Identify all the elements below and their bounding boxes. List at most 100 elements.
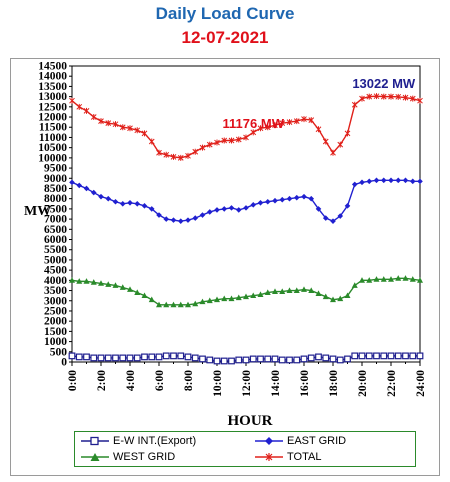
data-point-3	[402, 94, 409, 101]
data-point-0	[351, 352, 359, 360]
data-point-2	[228, 295, 235, 302]
data-point-1	[235, 207, 242, 213]
legend-item-total: TOTAL	[255, 449, 321, 465]
data-point-0	[264, 355, 272, 363]
data-point-3	[112, 121, 119, 128]
data-point-0	[184, 353, 192, 361]
legend-swatch-west-grid	[81, 453, 109, 461]
data-point-0	[365, 352, 373, 360]
chart-title: Daily Load Curve	[155, 4, 295, 23]
data-point-0	[235, 356, 243, 364]
data-point-0	[104, 354, 112, 362]
y-tick-label: 5000	[44, 254, 67, 266]
data-point-2	[344, 292, 351, 299]
data-point-0	[75, 353, 83, 361]
y-tick-label: 8000	[44, 193, 67, 205]
y-tick-label: 10000	[38, 152, 67, 164]
data-point-3	[272, 122, 278, 129]
data-point-0	[199, 355, 206, 363]
data-point-0	[228, 357, 235, 365]
data-point-1	[409, 178, 416, 185]
data-point-2	[235, 294, 242, 301]
data-point-3	[351, 101, 358, 108]
data-point-2	[250, 292, 257, 299]
data-point-1	[192, 215, 199, 221]
data-point-3	[206, 141, 213, 148]
data-point-0	[373, 352, 380, 360]
x-tick-label: 2:00	[96, 370, 108, 391]
data-point-1	[264, 198, 271, 205]
data-point-3	[105, 120, 112, 127]
data-point-0	[90, 354, 98, 362]
data-point-1	[185, 217, 191, 223]
data-point-0	[300, 355, 308, 363]
data-point-3	[344, 130, 351, 137]
y-tick-label: 1500	[44, 326, 67, 338]
data-point-1	[286, 195, 293, 202]
data-point-1	[308, 195, 315, 202]
legend-label-east-grid: EAST GRID	[287, 435, 347, 447]
data-point-0	[344, 355, 351, 363]
data-point-1	[315, 206, 322, 212]
legend-swatch-total	[255, 453, 283, 461]
y-tick-label: 4000	[44, 275, 67, 287]
y-tick-label: 12000	[38, 112, 67, 124]
data-point-0	[394, 352, 402, 360]
data-point-2	[293, 287, 300, 293]
data-point-2	[417, 277, 423, 283]
data-point-0	[315, 353, 322, 361]
data-point-1	[388, 177, 394, 184]
annotation-0: 11176 MW	[223, 116, 285, 131]
x-tick-label: 0:00	[67, 370, 79, 391]
data-point-0	[329, 355, 337, 363]
data-point-2	[402, 275, 409, 281]
y-tick-label: 6000	[44, 234, 67, 246]
data-point-2	[83, 278, 90, 284]
data-point-2	[192, 300, 199, 307]
data-point-3	[199, 144, 206, 151]
y-tick-label: 12500	[38, 101, 67, 113]
y-tick-label: 10500	[38, 142, 67, 154]
data-point-1	[366, 178, 373, 185]
data-point-0	[83, 353, 90, 361]
data-point-3	[148, 138, 155, 145]
data-point-2	[206, 297, 213, 304]
data-point-3	[359, 95, 365, 102]
data-point-1	[322, 215, 329, 221]
data-point-1	[272, 197, 278, 204]
data-point-3	[257, 125, 264, 132]
data-point-0	[402, 352, 409, 360]
data-point-1	[127, 199, 133, 206]
y-tick-label: 7500	[44, 203, 67, 215]
x-tick-label: 14:00	[270, 370, 282, 397]
data-point-0	[409, 352, 417, 360]
data-point-3	[308, 117, 315, 124]
data-point-0	[68, 352, 76, 360]
data-point-2	[177, 301, 184, 308]
data-point-3	[337, 141, 344, 148]
data-point-1	[177, 218, 184, 224]
data-point-1	[206, 209, 213, 215]
data-point-2	[351, 282, 358, 288]
data-point-2	[90, 279, 97, 285]
data-point-2	[76, 278, 83, 284]
x-tick-label: 16:00	[299, 370, 311, 397]
data-point-2	[272, 288, 278, 294]
data-point-1	[156, 212, 162, 218]
data-point-2	[214, 296, 220, 303]
data-point-1	[351, 181, 358, 188]
data-point-2	[156, 301, 162, 308]
data-point-1	[344, 203, 351, 209]
x-tick-label: 4:00	[125, 370, 137, 391]
data-point-1	[148, 206, 155, 212]
data-point-3	[388, 93, 394, 100]
data-point-0	[293, 356, 301, 364]
chart-frame	[10, 58, 440, 476]
data-point-2	[134, 289, 141, 295]
data-point-0	[177, 352, 185, 360]
x-tick-label: 6:00	[154, 370, 166, 391]
data-point-2	[163, 301, 170, 308]
data-point-1	[69, 179, 75, 186]
data-point-2	[366, 277, 373, 283]
